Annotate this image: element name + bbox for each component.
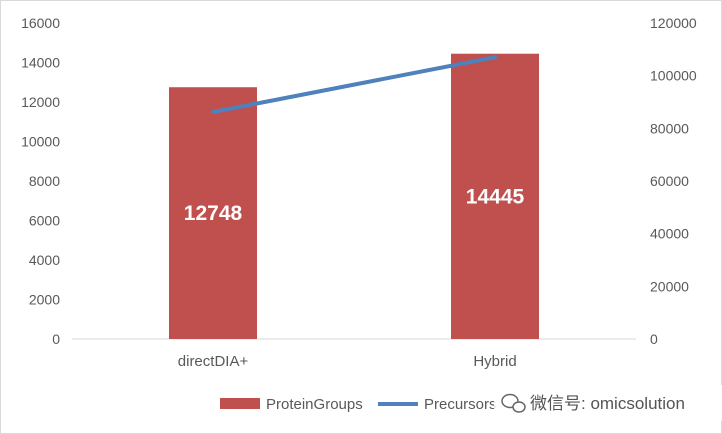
right-tick-label: 80000 [650, 120, 689, 136]
wechat-bubble-small [512, 401, 526, 413]
precursors-line [211, 55, 497, 115]
right-axis-ticks: 0 20000 40000 60000 80000 100000 120000 [650, 15, 697, 347]
left-tick-label: 12000 [21, 94, 60, 110]
watermark-backdrop [494, 385, 722, 421]
category-label: Hybrid [473, 353, 516, 370]
category-label: directDIA+ [178, 353, 249, 370]
legend: ProteinGroups Precursors [220, 396, 497, 413]
category-labels: directDIA+ Hybrid [178, 353, 517, 370]
left-tick-label: 16000 [21, 15, 60, 31]
left-tick-label: 6000 [29, 213, 60, 229]
watermark: 微信号: omicsolution [494, 385, 722, 421]
wechat-bubble-icon [501, 393, 526, 413]
left-tick-label: 2000 [29, 292, 60, 308]
left-tick-label: 10000 [21, 134, 60, 150]
legend-swatch-proteingroups [220, 398, 260, 409]
left-tick-label: 4000 [29, 252, 60, 268]
right-tick-label: 0 [650, 331, 658, 347]
right-tick-label: 100000 [650, 68, 697, 84]
right-tick-label: 60000 [650, 173, 689, 189]
data-label: 12748 [184, 202, 243, 225]
left-tick-label: 0 [52, 331, 60, 347]
precursors-series-line [211, 55, 497, 115]
left-tick-label: 8000 [29, 173, 60, 189]
data-label: 14445 [466, 185, 525, 208]
legend-label-precursors: Precursors [424, 396, 497, 413]
left-axis-ticks: 0 2000 4000 6000 8000 10000 12000 14000 16000 [21, 15, 60, 347]
legend-label-proteingroups: ProteinGroups [266, 396, 363, 413]
watermark-text: 微信号: omicsolution [530, 394, 685, 413]
bars [169, 53, 539, 340]
bar-Hybrid [451, 53, 539, 340]
wechat-bubble-large [501, 393, 519, 409]
right-tick-label: 20000 [650, 278, 689, 294]
left-tick-label: 14000 [21, 55, 60, 71]
right-tick-label: 120000 [650, 15, 697, 31]
right-tick-label: 40000 [650, 226, 689, 242]
data-labels: 12748 14445 [184, 185, 525, 225]
bar-directDIA+ [169, 87, 257, 340]
